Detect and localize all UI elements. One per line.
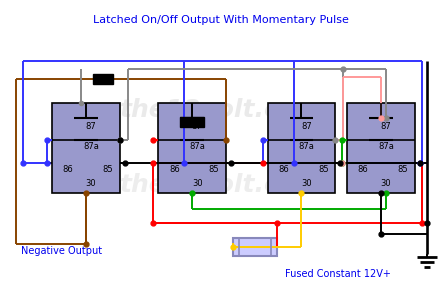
Text: 87: 87 — [85, 122, 96, 131]
Text: 86: 86 — [358, 165, 369, 174]
Bar — [268, 103, 335, 193]
Text: Fused Constant 12V+: Fused Constant 12V+ — [285, 269, 390, 279]
Text: 86: 86 — [63, 165, 73, 174]
Bar — [233, 238, 277, 256]
Text: 30: 30 — [85, 179, 96, 188]
Text: 86: 86 — [169, 165, 179, 174]
Bar — [93, 74, 113, 84]
Text: 87: 87 — [301, 122, 312, 131]
Bar — [180, 117, 204, 127]
Text: 87: 87 — [381, 122, 391, 131]
Text: 87a: 87a — [378, 142, 394, 150]
Text: 85: 85 — [103, 165, 113, 174]
Text: 85: 85 — [318, 165, 329, 174]
Text: 30: 30 — [381, 179, 391, 188]
Text: 87: 87 — [192, 122, 202, 131]
Text: the12volt.com: the12volt.com — [119, 98, 323, 122]
Text: 85: 85 — [397, 165, 408, 174]
Bar — [347, 103, 415, 193]
Text: 87a: 87a — [189, 142, 205, 150]
Bar — [52, 103, 120, 193]
Text: 87a: 87a — [298, 142, 314, 150]
Text: 30: 30 — [301, 179, 312, 188]
Text: Negative Output: Negative Output — [21, 246, 103, 256]
Text: 85: 85 — [209, 165, 219, 174]
Text: the12volt.com: the12volt.com — [119, 173, 323, 197]
Bar — [158, 103, 226, 193]
Text: 86: 86 — [278, 165, 289, 174]
Text: Latched On/Off Output With Momentary Pulse: Latched On/Off Output With Momentary Pul… — [93, 15, 349, 25]
Text: 87a: 87a — [83, 142, 99, 150]
Text: 30: 30 — [192, 179, 202, 188]
